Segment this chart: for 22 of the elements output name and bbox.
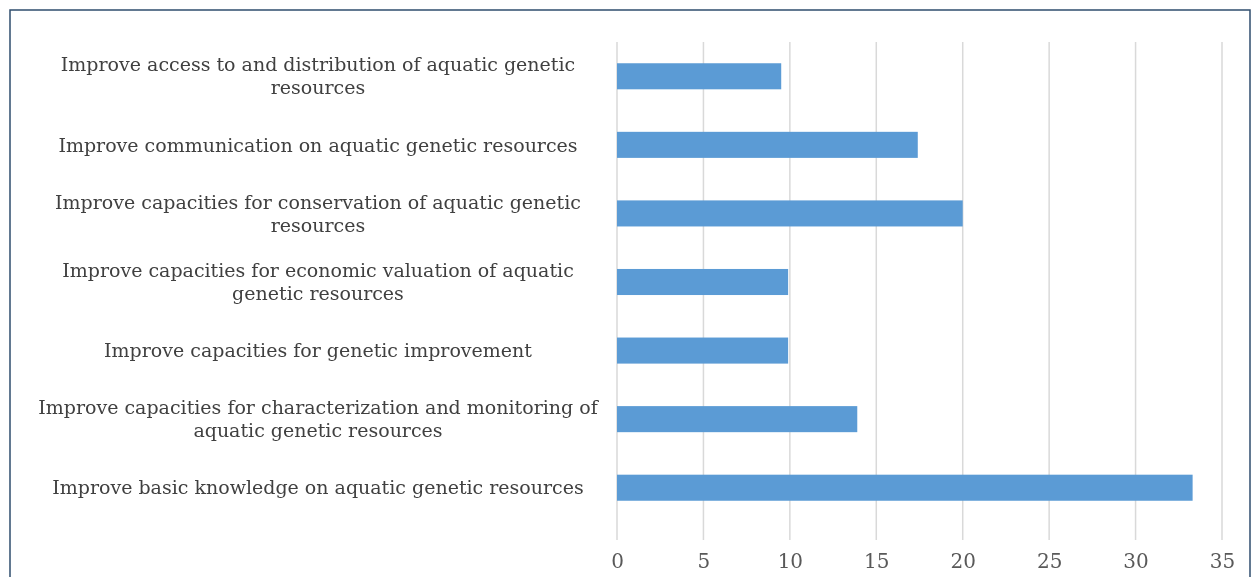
y-tick-label: Improve capacities for genetic improvement <box>104 339 533 362</box>
x-tick-label: 15 <box>864 549 890 574</box>
y-tick-label: Improve communication on aquatic genetic resources <box>58 133 578 156</box>
y-tick-label: Improve capacities for conservation of aquatic genetic resources <box>55 190 581 236</box>
x-tick-label: 0 <box>611 549 624 574</box>
y-tick-label: Improve access to and distribution of aquatic genetic resources <box>60 53 576 99</box>
x-tick-label: 30 <box>1123 549 1149 574</box>
bar <box>617 406 858 433</box>
bar <box>617 63 782 90</box>
bar <box>617 337 789 364</box>
y-tick-label: Improve capacities for economic valuation of aquatic genetic resources <box>62 259 574 305</box>
bar <box>617 474 1193 501</box>
x-tick-label: 5 <box>697 549 711 574</box>
x-tick-label: 25 <box>1036 549 1063 574</box>
bar <box>617 131 918 158</box>
bar <box>617 200 963 227</box>
y-tick-label: Improve basic knowledge on aquatic genetic resources <box>52 476 584 499</box>
x-tick-label: 35 <box>1209 549 1236 574</box>
y-tick-label: Improve capacities for characterization and monitoring of aquatic genetic resources <box>38 396 600 442</box>
bar <box>617 268 789 296</box>
x-tick-label: 20 <box>950 549 976 574</box>
x-tick-label: 10 <box>777 549 804 574</box>
